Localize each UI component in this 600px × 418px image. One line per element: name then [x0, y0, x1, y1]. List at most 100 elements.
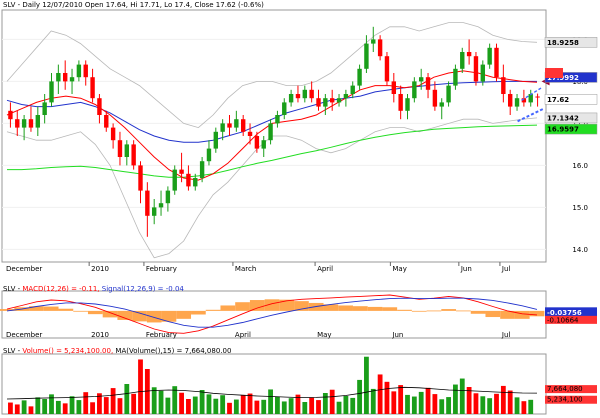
price-level-tag-label: 18.9258	[547, 39, 579, 47]
month-label: February	[146, 265, 177, 273]
macd-histogram-bar	[485, 311, 500, 317]
macd-histogram-bar	[176, 311, 191, 319]
volume-bar	[76, 400, 81, 414]
volume-bar	[207, 394, 212, 414]
volume-bar	[118, 398, 123, 414]
volume-bar	[508, 391, 513, 414]
candle-body	[63, 73, 67, 81]
volume-bar	[200, 390, 205, 414]
volume-bar	[111, 388, 116, 414]
candle-body	[371, 39, 375, 43]
candle-body	[84, 65, 88, 78]
candle-body	[22, 119, 26, 127]
candle-body	[282, 102, 286, 115]
volume-chart-svg: 7,664,080 5,234,100	[0, 346, 600, 416]
volume-bar	[501, 386, 506, 414]
month-label: April	[317, 265, 333, 273]
volume-bar	[357, 380, 362, 414]
macd-histogram-bar	[456, 311, 471, 312]
price-tick-label: 14.0	[572, 246, 588, 254]
candle-body	[309, 90, 313, 98]
candle-body	[316, 98, 320, 106]
volume-bar	[220, 395, 225, 414]
volume-bar	[487, 398, 492, 414]
candle-body	[268, 123, 272, 140]
volume-bar	[528, 400, 533, 414]
volume-bar	[29, 406, 34, 414]
candle-body	[392, 81, 396, 94]
volume-bar	[83, 392, 88, 414]
candle-body	[501, 77, 505, 94]
volume-bar	[350, 398, 355, 414]
candle-body	[207, 149, 211, 162]
candle-body	[296, 94, 300, 98]
price-level-tag-label: 16.9597	[547, 126, 579, 134]
candle-body	[303, 90, 307, 98]
candle-body	[385, 56, 389, 81]
candle-body	[90, 77, 94, 98]
candle-body	[36, 115, 40, 128]
price-chart-panel: SLV - Daily 12/07/2010 Open 17.64, Hi 17…	[0, 0, 600, 276]
price-level-tag-label: 17.1342	[547, 114, 579, 122]
candle-body	[125, 144, 129, 157]
volume-bar	[42, 399, 47, 414]
macd-histogram-bar	[220, 305, 235, 310]
volume-bar	[70, 396, 75, 414]
candle-body	[426, 77, 430, 90]
volume-bar	[460, 379, 465, 414]
candle-body	[214, 132, 218, 149]
candle-body	[467, 52, 471, 56]
volume-bar	[316, 400, 321, 414]
volume-bar	[385, 382, 390, 414]
candle-body	[364, 44, 368, 69]
volume-bar	[289, 398, 294, 414]
candle-body	[433, 90, 437, 107]
candle-body	[104, 115, 108, 128]
macd-histogram-bar	[147, 311, 162, 323]
candle-body	[508, 94, 512, 107]
candle-body	[453, 69, 457, 86]
macd-histogram-bar	[441, 309, 456, 311]
month-label: Jul	[501, 265, 511, 273]
candle-body	[412, 81, 416, 98]
candle-body	[186, 174, 190, 187]
macd-panel: SLV - MACD(12,26) = -0.11, Signal(12,26,…	[0, 284, 600, 341]
volume-bar	[432, 394, 437, 414]
volume-bar	[49, 394, 54, 414]
volume-bar	[343, 396, 348, 414]
volume-bar	[124, 384, 129, 414]
month-label: December	[6, 265, 42, 273]
candle-body	[193, 178, 197, 186]
price-tick-label: 15.0	[572, 204, 588, 212]
candle-body	[351, 86, 355, 94]
candle-body	[255, 136, 259, 149]
volume-ma-label: MA(Volume(),15) = 7,664,080.00	[115, 347, 231, 355]
macd-histogram-bar	[250, 300, 265, 311]
macd-histogram-bar	[132, 311, 147, 321]
macd-histogram-bar	[338, 305, 353, 310]
candle-body	[138, 165, 142, 190]
candle-body	[357, 69, 361, 86]
candle-body	[446, 86, 450, 103]
candle-body	[152, 207, 156, 215]
candle-body	[487, 48, 491, 65]
candle-body	[330, 98, 334, 102]
volume-bar	[405, 395, 410, 414]
volume-bar	[268, 389, 273, 414]
volume-bar	[15, 404, 20, 414]
candle-body	[131, 144, 135, 165]
volume-bar	[521, 401, 526, 414]
candle-body	[481, 65, 485, 82]
candle-body	[440, 102, 444, 106]
volume-bar	[186, 399, 191, 414]
price-level-tag-red	[545, 68, 563, 78]
macd-header: SLV - MACD(12,26) = -0.11, Signal(12,26,…	[3, 285, 184, 293]
macd-month-label: Jul	[501, 331, 511, 339]
volume-bar	[337, 402, 342, 414]
candle-body	[118, 140, 122, 157]
volume-bar	[275, 397, 280, 414]
macd-month-label: December	[6, 331, 42, 339]
macd-histogram-bar	[206, 310, 221, 311]
volume-bar	[63, 403, 68, 414]
candle-body	[398, 94, 402, 111]
